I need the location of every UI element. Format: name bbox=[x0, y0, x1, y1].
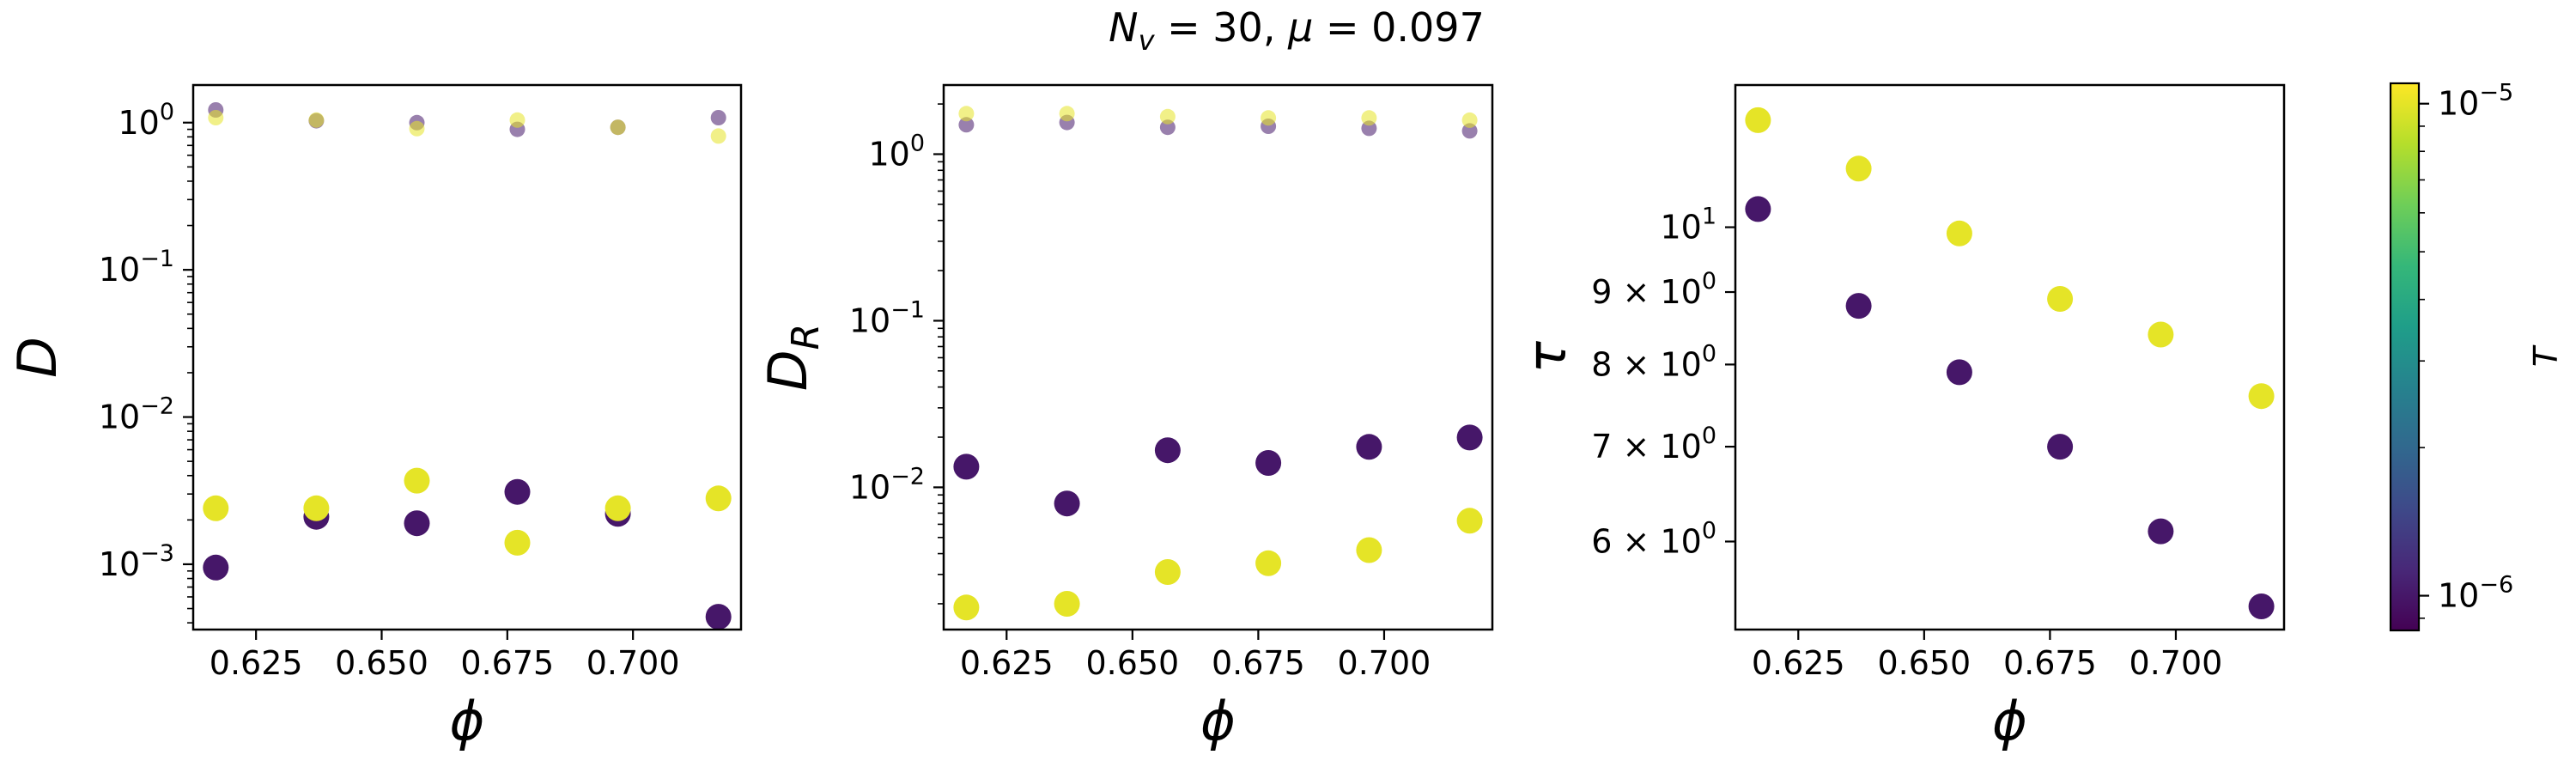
y-tick-label: 10−2 bbox=[99, 393, 174, 436]
x-tick-label: 0.625 bbox=[210, 644, 303, 682]
data-point bbox=[2248, 383, 2275, 410]
data-point bbox=[1745, 107, 1771, 133]
data-point bbox=[958, 117, 975, 133]
x-tick-label: 0.625 bbox=[1752, 644, 1845, 682]
data-point bbox=[1845, 155, 1872, 182]
data-point bbox=[1255, 550, 1282, 576]
y-tick-label: 10−3 bbox=[99, 540, 174, 583]
data-point bbox=[705, 485, 732, 512]
data-point bbox=[303, 495, 330, 521]
panel-1: 0.625 0.650 0.675 0.700 100 10−1 10−2 10−3 ϕ D bbox=[6, 83, 743, 752]
data-point bbox=[1255, 450, 1282, 476]
x-axis-label: ϕ bbox=[1992, 690, 2027, 752]
data-point bbox=[1154, 437, 1181, 464]
x-tick-label: 0.650 bbox=[1877, 644, 1971, 682]
data-point bbox=[1261, 110, 1277, 126]
data-point bbox=[2047, 434, 2074, 460]
data-point bbox=[1054, 490, 1080, 517]
data-point bbox=[504, 529, 531, 556]
y-tick-label: 10−2 bbox=[849, 463, 925, 506]
x-tick-label: 0.700 bbox=[2129, 644, 2223, 682]
x-axis-label: ϕ bbox=[1200, 690, 1236, 752]
data-point bbox=[404, 510, 430, 537]
data-point bbox=[958, 106, 975, 122]
x-tick-label: 0.625 bbox=[960, 644, 1054, 682]
y-tick-label: 101 bbox=[1660, 204, 1716, 247]
data-point bbox=[1356, 434, 1382, 460]
data-point bbox=[1456, 508, 1483, 534]
data-point bbox=[203, 495, 229, 521]
colorbar: 10−6 10−5 T bbox=[2389, 80, 2565, 632]
colorbar-gradient bbox=[2389, 82, 2421, 632]
data-point bbox=[610, 119, 626, 136]
data-point bbox=[1154, 559, 1181, 585]
x-tick-label: 0.675 bbox=[2003, 644, 2097, 682]
y-tick-label: 9 × 100 bbox=[1591, 268, 1716, 311]
y-tick-label: 8 × 100 bbox=[1591, 340, 1716, 383]
y-tick-label: 100 bbox=[868, 130, 925, 173]
data-point bbox=[1456, 424, 1483, 451]
y-tick-label: 100 bbox=[118, 99, 174, 142]
data-point bbox=[1461, 123, 1478, 139]
data-point bbox=[2148, 518, 2174, 545]
data-point bbox=[1845, 293, 1872, 320]
data-point bbox=[710, 128, 726, 144]
x-tick-label: 0.675 bbox=[1212, 644, 1305, 682]
data-point bbox=[203, 554, 229, 581]
data-point bbox=[1361, 110, 1377, 126]
y-axis-label: τ bbox=[1516, 341, 1578, 374]
data-point bbox=[1461, 112, 1478, 128]
data-point bbox=[1356, 537, 1382, 563]
data-point bbox=[953, 594, 980, 621]
data-point bbox=[1159, 119, 1176, 136]
colorbar-tick-label: 10−6 bbox=[2438, 572, 2513, 615]
x-tick-label: 0.700 bbox=[1338, 644, 1431, 682]
data-point bbox=[208, 110, 224, 125]
data-point bbox=[953, 453, 980, 480]
axes-frame bbox=[942, 83, 1494, 631]
y-tick-label: 7 × 100 bbox=[1591, 423, 1716, 466]
x-tick-label: 0.675 bbox=[460, 644, 554, 682]
data-point bbox=[1745, 196, 1771, 222]
x-tick-label: 0.650 bbox=[1085, 644, 1179, 682]
x-tick-label: 0.650 bbox=[335, 644, 428, 682]
data-point bbox=[710, 110, 726, 125]
data-point bbox=[308, 112, 325, 128]
data-point bbox=[2248, 593, 2275, 619]
data-point bbox=[509, 112, 526, 128]
data-point bbox=[2148, 321, 2174, 348]
data-point bbox=[1946, 220, 1972, 247]
figure-title: Nv = 30, μ = 0.097 bbox=[1109, 4, 1485, 57]
data-point bbox=[504, 478, 531, 505]
data-point bbox=[1159, 108, 1176, 125]
data-point bbox=[605, 495, 631, 521]
y-tick-label: 10−1 bbox=[99, 246, 174, 289]
data-point bbox=[1054, 591, 1080, 617]
x-axis-label: ϕ bbox=[450, 690, 485, 752]
data-point bbox=[1059, 106, 1075, 122]
data-point bbox=[409, 120, 425, 137]
colorbar-label: T bbox=[2527, 344, 2565, 367]
x-tick-label: 0.700 bbox=[586, 644, 680, 682]
data-point bbox=[2047, 286, 2074, 312]
axes-frame bbox=[191, 83, 743, 631]
y-tick-label: 6 × 100 bbox=[1591, 517, 1716, 560]
data-point bbox=[1946, 359, 1972, 386]
data-point bbox=[404, 467, 430, 494]
y-axis-label: D bbox=[6, 337, 69, 378]
panel-2: 0.625 0.650 0.675 0.700 100 10−1 10−2 ϕ DR bbox=[756, 83, 1494, 752]
panel-3: 0.625 0.650 0.675 0.700 101 9 × 100 8 × 100 7 ×… bbox=[1516, 83, 2286, 752]
axes-frame bbox=[1734, 83, 2286, 631]
y-axis-label: DR bbox=[756, 324, 828, 391]
colorbar-tick-label: 10−5 bbox=[2438, 80, 2513, 123]
data-point bbox=[705, 604, 732, 630]
y-tick-label: 10−1 bbox=[849, 296, 925, 339]
